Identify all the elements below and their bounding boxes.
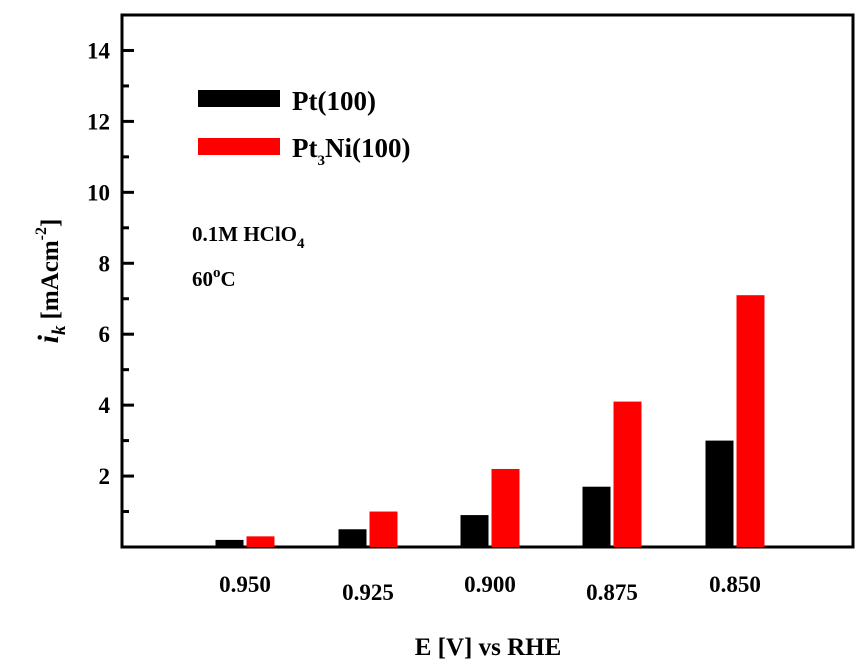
annotation-temperature: 60oC [192,265,236,291]
x-tick-label: 0.850 [709,572,761,597]
legend-swatch-pt100 [198,90,280,107]
y-axis-ticks [122,48,134,514]
x-tick-label: 0.900 [464,572,516,597]
bar-pt100-0.900 [460,515,489,547]
bar-pt100-0.950 [215,539,244,547]
y-axis-tick-labels: 2 4 6 8 10 12 14 [87,38,111,489]
y-axis-title: ik[mAcm-2] [32,219,70,344]
y-tick-label: 4 [99,393,111,418]
x-axis-title: E [V] vs RHE [415,634,562,661]
legend-label-pt100: Pt(100) [292,86,376,116]
x-tick-label: 0.925 [342,580,394,605]
bar-pt100-0.925 [338,529,367,547]
y-tick-label: 2 [99,464,111,489]
x-axis-tick-labels: 0.950 0.925 0.900 0.875 0.850 [219,572,761,605]
bar-pt3ni100-0.875 [613,401,642,547]
bar-pt100-0.875 [582,486,611,547]
bars [215,295,765,547]
y-tick-label: 14 [87,38,111,63]
y-tick-label: 8 [99,251,111,276]
bar-pt3ni100-0.925 [369,511,398,547]
x-tick-label: 0.950 [219,572,271,597]
y-tick-label: 12 [87,109,110,134]
y-tick-label: 6 [99,322,111,347]
bar-pt100-0.850 [705,440,734,547]
x-tick-label: 0.875 [586,580,638,605]
legend-swatch-pt3ni100 [198,138,280,155]
legend-label-pt3ni100: Pt3Ni(100) [292,133,410,169]
legend: Pt(100) Pt3Ni(100) [198,86,410,169]
bar-pt3ni100-0.950 [246,536,275,547]
bar-pt3ni100-0.850 [736,295,765,547]
annotation-electrolyte: 0.1M HClO4 [192,222,305,252]
bar-pt3ni100-0.900 [491,468,520,547]
y-tick-label: 10 [87,180,110,205]
